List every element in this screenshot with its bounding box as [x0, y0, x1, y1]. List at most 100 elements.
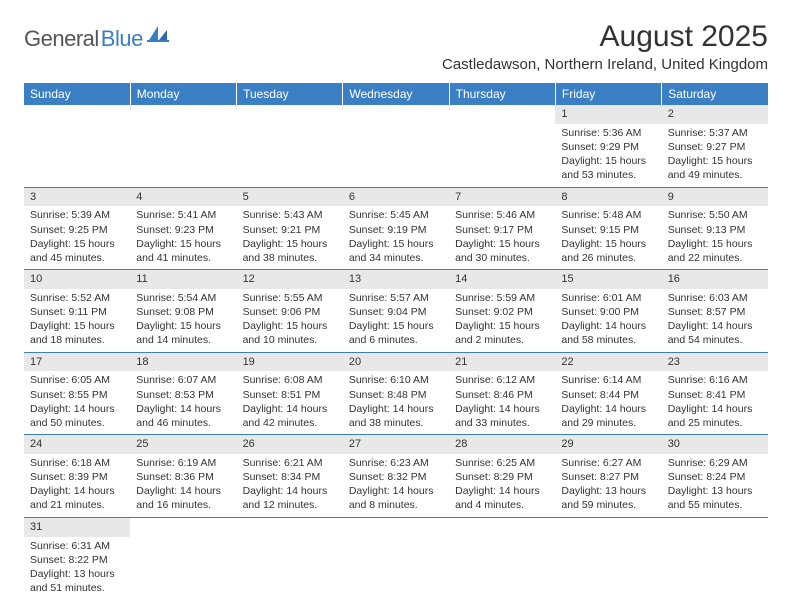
day-details: Sunrise: 6:01 AMSunset: 9:00 PMDaylight:…	[555, 289, 661, 352]
sunrise-text: Sunrise: 6:01 AM	[561, 291, 655, 305]
calendar-day-cell: 19Sunrise: 6:08 AMSunset: 8:51 PMDayligh…	[237, 352, 343, 435]
sunrise-text: Sunrise: 6:08 AM	[243, 373, 337, 387]
calendar-table: SundayMondayTuesdayWednesdayThursdayFrid…	[24, 83, 768, 599]
day-number: 13	[343, 270, 449, 289]
calendar-day-cell: 27Sunrise: 6:23 AMSunset: 8:32 PMDayligh…	[343, 435, 449, 518]
sunset-text: Sunset: 9:27 PM	[668, 140, 762, 154]
daylight-line2: and 16 minutes.	[136, 498, 230, 512]
weekday-header: Friday	[555, 83, 661, 105]
daylight-line2: and 45 minutes.	[30, 251, 124, 265]
day-details: Sunrise: 6:03 AMSunset: 8:57 PMDaylight:…	[662, 289, 768, 352]
day-number: 28	[449, 435, 555, 454]
day-details: Sunrise: 6:23 AMSunset: 8:32 PMDaylight:…	[343, 454, 449, 517]
weekday-header: Wednesday	[343, 83, 449, 105]
sunrise-text: Sunrise: 6:10 AM	[349, 373, 443, 387]
day-number: 17	[24, 353, 130, 372]
sunrise-text: Sunrise: 5:57 AM	[349, 291, 443, 305]
calendar-day-cell: 22Sunrise: 6:14 AMSunset: 8:44 PMDayligh…	[555, 352, 661, 435]
calendar-day-cell: 8Sunrise: 5:48 AMSunset: 9:15 PMDaylight…	[555, 187, 661, 270]
daylight-line1: Daylight: 14 hours	[243, 484, 337, 498]
calendar-day-cell	[130, 517, 236, 599]
day-number: 16	[662, 270, 768, 289]
day-details: Sunrise: 5:36 AMSunset: 9:29 PMDaylight:…	[555, 124, 661, 187]
day-number: 24	[24, 435, 130, 454]
sunset-text: Sunset: 9:23 PM	[136, 223, 230, 237]
day-details: Sunrise: 5:50 AMSunset: 9:13 PMDaylight:…	[662, 206, 768, 269]
daylight-line1: Daylight: 14 hours	[30, 402, 124, 416]
day-number: 1	[555, 105, 661, 124]
sunrise-text: Sunrise: 5:41 AM	[136, 208, 230, 222]
weekday-header: Saturday	[662, 83, 768, 105]
weekday-header-row: SundayMondayTuesdayWednesdayThursdayFrid…	[24, 83, 768, 105]
daylight-line1: Daylight: 15 hours	[136, 319, 230, 333]
calendar-day-cell: 30Sunrise: 6:29 AMSunset: 8:24 PMDayligh…	[662, 435, 768, 518]
sunset-text: Sunset: 8:55 PM	[30, 388, 124, 402]
daylight-line1: Daylight: 14 hours	[455, 402, 549, 416]
day-details: Sunrise: 5:48 AMSunset: 9:15 PMDaylight:…	[555, 206, 661, 269]
sunrise-text: Sunrise: 6:25 AM	[455, 456, 549, 470]
calendar-day-cell: 2Sunrise: 5:37 AMSunset: 9:27 PMDaylight…	[662, 105, 768, 187]
daylight-line1: Daylight: 15 hours	[668, 154, 762, 168]
daylight-line1: Daylight: 15 hours	[349, 237, 443, 251]
day-details: Sunrise: 6:16 AMSunset: 8:41 PMDaylight:…	[662, 371, 768, 434]
sunrise-text: Sunrise: 6:07 AM	[136, 373, 230, 387]
day-number: 22	[555, 353, 661, 372]
day-details: Sunrise: 5:52 AMSunset: 9:11 PMDaylight:…	[24, 289, 130, 352]
calendar-day-cell: 26Sunrise: 6:21 AMSunset: 8:34 PMDayligh…	[237, 435, 343, 518]
sunset-text: Sunset: 9:17 PM	[455, 223, 549, 237]
day-details: Sunrise: 5:41 AMSunset: 9:23 PMDaylight:…	[130, 206, 236, 269]
daylight-line2: and 14 minutes.	[136, 333, 230, 347]
calendar-day-cell: 9Sunrise: 5:50 AMSunset: 9:13 PMDaylight…	[662, 187, 768, 270]
calendar-day-cell: 24Sunrise: 6:18 AMSunset: 8:39 PMDayligh…	[24, 435, 130, 518]
daylight-line1: Daylight: 14 hours	[455, 484, 549, 498]
day-number: 31	[24, 518, 130, 537]
day-details: Sunrise: 6:29 AMSunset: 8:24 PMDaylight:…	[662, 454, 768, 517]
calendar-day-cell: 17Sunrise: 6:05 AMSunset: 8:55 PMDayligh…	[24, 352, 130, 435]
daylight-line2: and 51 minutes.	[30, 581, 124, 595]
calendar-day-cell	[449, 517, 555, 599]
weekday-header: Monday	[130, 83, 236, 105]
sunrise-text: Sunrise: 5:37 AM	[668, 126, 762, 140]
daylight-line2: and 33 minutes.	[455, 416, 549, 430]
day-number: 29	[555, 435, 661, 454]
calendar-day-cell: 28Sunrise: 6:25 AMSunset: 8:29 PMDayligh…	[449, 435, 555, 518]
sunset-text: Sunset: 9:13 PM	[668, 223, 762, 237]
day-details: Sunrise: 6:27 AMSunset: 8:27 PMDaylight:…	[555, 454, 661, 517]
daylight-line1: Daylight: 14 hours	[243, 402, 337, 416]
daylight-line1: Daylight: 13 hours	[668, 484, 762, 498]
day-number: 4	[130, 188, 236, 207]
weekday-header: Thursday	[449, 83, 555, 105]
calendar-day-cell: 31Sunrise: 6:31 AMSunset: 8:22 PMDayligh…	[24, 517, 130, 599]
day-details: Sunrise: 5:59 AMSunset: 9:02 PMDaylight:…	[449, 289, 555, 352]
sunset-text: Sunset: 8:57 PM	[668, 305, 762, 319]
sunrise-text: Sunrise: 6:05 AM	[30, 373, 124, 387]
calendar-day-cell	[449, 105, 555, 187]
daylight-line1: Daylight: 14 hours	[349, 484, 443, 498]
sunset-text: Sunset: 9:06 PM	[243, 305, 337, 319]
daylight-line2: and 49 minutes.	[668, 168, 762, 182]
calendar-day-cell	[130, 105, 236, 187]
sunrise-text: Sunrise: 6:12 AM	[455, 373, 549, 387]
daylight-line2: and 34 minutes.	[349, 251, 443, 265]
daylight-line1: Daylight: 13 hours	[561, 484, 655, 498]
calendar-day-cell: 10Sunrise: 5:52 AMSunset: 9:11 PMDayligh…	[24, 270, 130, 353]
calendar-day-cell: 11Sunrise: 5:54 AMSunset: 9:08 PMDayligh…	[130, 270, 236, 353]
daylight-line1: Daylight: 14 hours	[561, 402, 655, 416]
day-number: 18	[130, 353, 236, 372]
daylight-line1: Daylight: 13 hours	[30, 567, 124, 581]
calendar-day-cell	[24, 105, 130, 187]
daylight-line1: Daylight: 15 hours	[349, 319, 443, 333]
calendar-day-cell: 1Sunrise: 5:36 AMSunset: 9:29 PMDaylight…	[555, 105, 661, 187]
weekday-header: Tuesday	[237, 83, 343, 105]
sunrise-text: Sunrise: 5:52 AM	[30, 291, 124, 305]
calendar-day-cell	[237, 105, 343, 187]
sunset-text: Sunset: 8:51 PM	[243, 388, 337, 402]
daylight-line1: Daylight: 15 hours	[30, 237, 124, 251]
daylight-line2: and 30 minutes.	[455, 251, 549, 265]
daylight-line2: and 18 minutes.	[30, 333, 124, 347]
sunset-text: Sunset: 9:19 PM	[349, 223, 443, 237]
sunset-text: Sunset: 8:46 PM	[455, 388, 549, 402]
day-number: 21	[449, 353, 555, 372]
daylight-line2: and 41 minutes.	[136, 251, 230, 265]
calendar-day-cell: 5Sunrise: 5:43 AMSunset: 9:21 PMDaylight…	[237, 187, 343, 270]
